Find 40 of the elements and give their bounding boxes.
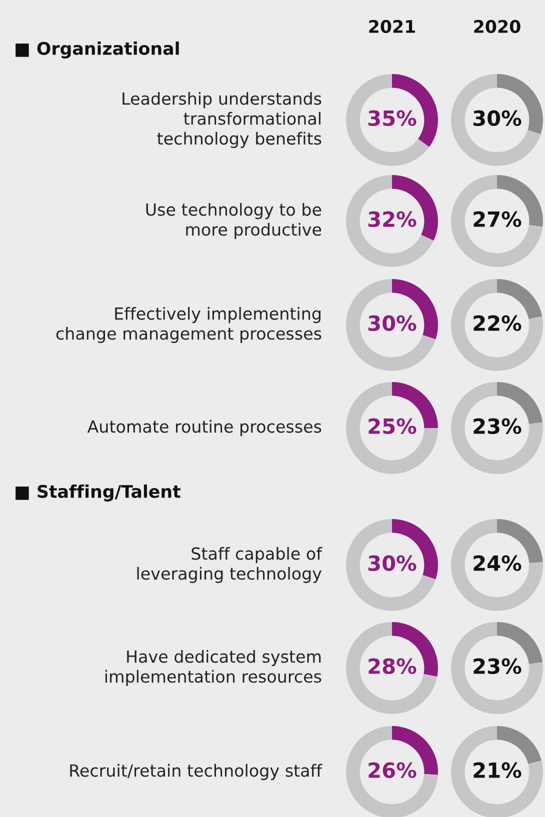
data-label: 30%: [368, 315, 416, 332]
text: Have dedicated system implementation resources: [105, 650, 322, 686]
text: Use technology to be more productive: [146, 202, 322, 240]
donut-slice: [346, 279, 436, 371]
data-label: 22%: [474, 315, 522, 332]
data-label: 35%: [368, 110, 416, 126]
text: Leadership understands transformational technology benefits: [122, 92, 322, 148]
donut-slice: [451, 726, 543, 817]
data-label: 23%: [474, 418, 522, 434]
data-label: 24%: [474, 555, 522, 572]
donut-slice: [346, 74, 430, 166]
data-label: 25%: [368, 418, 416, 434]
text: ■ Staffing/Talent: [16, 484, 180, 502]
text: Recruit/retain technology staff: [70, 764, 322, 780]
donut-slice: [451, 519, 543, 611]
donut-slice: [346, 175, 434, 267]
donut-slice: [346, 726, 438, 817]
donut-slice: [346, 622, 438, 714]
donut-slice: [451, 279, 543, 371]
data-label: 30%: [473, 110, 522, 126]
text: Staff capable of leveraging technology: [137, 546, 322, 584]
data-label: 27%: [474, 211, 522, 228]
text: Effectively implementing change management processes: [56, 306, 322, 344]
data-label: 21%: [474, 762, 522, 778]
data-label: 32%: [368, 211, 416, 228]
text: 2020: [474, 20, 520, 34]
donut-slice: [451, 74, 541, 166]
data-label: 30%: [368, 555, 416, 572]
donut-slice: [346, 519, 436, 611]
text: ■ Organizational: [16, 42, 179, 58]
donut-slice: [451, 175, 543, 267]
data-label: 26%: [368, 762, 416, 778]
data-label: 23%: [474, 658, 522, 674]
donut-slice: [346, 382, 438, 474]
donut-slice: [451, 382, 543, 474]
text: 2021: [369, 20, 415, 34]
donut-slice: [451, 622, 543, 714]
donut-slice: [497, 726, 542, 764]
data-label: 28%: [368, 658, 416, 674]
text: Automate routine processes: [87, 420, 322, 436]
